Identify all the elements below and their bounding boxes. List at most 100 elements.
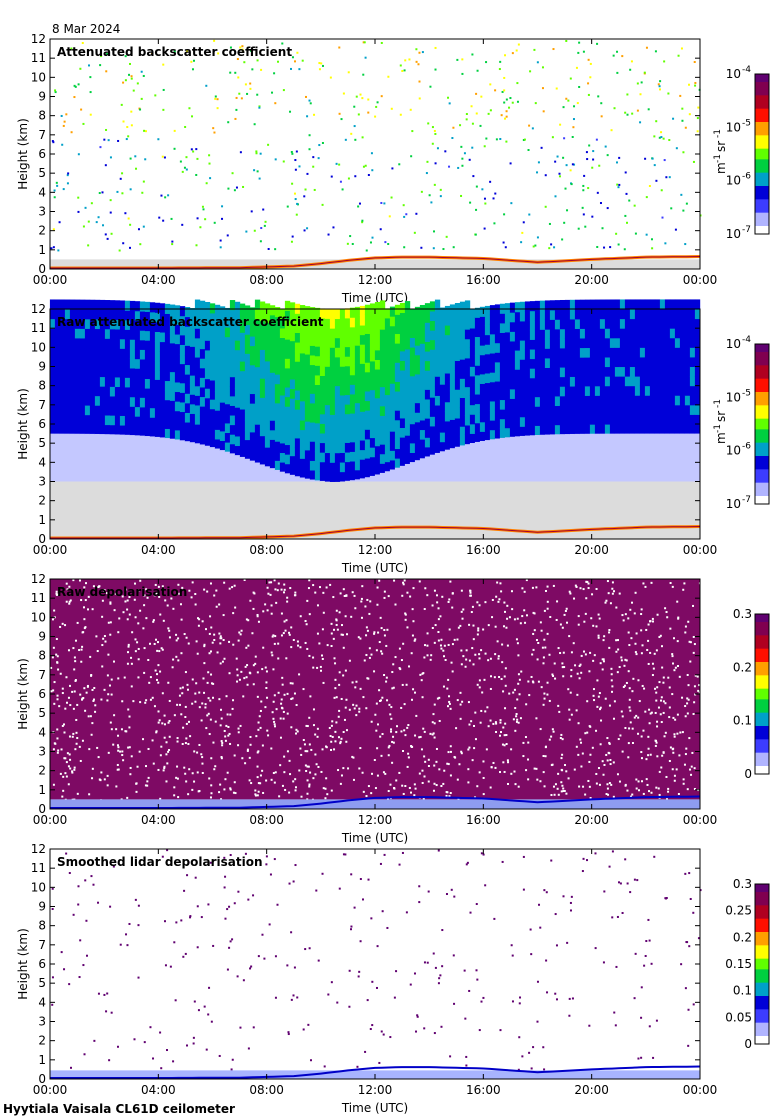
noise-speckle [220,708,223,711]
echo-cell [64,424,71,435]
noise-speckle [625,659,628,662]
echo-pixel [157,138,160,141]
echo-cell [384,327,391,338]
noise-speckle [448,700,451,703]
echo-pixel [163,156,166,159]
echo-cell [469,366,476,377]
noise-speckle [195,682,198,685]
echo-cell [89,299,96,310]
echo-cell [129,367,136,379]
noise-speckle [340,633,343,636]
echo-cell [84,338,91,349]
echo-cell [214,314,221,325]
noise-speckle [407,756,410,759]
echo-cell [204,369,211,380]
echo-pixel [541,66,544,69]
echo-cell [224,346,231,357]
noise-speckle [609,758,612,761]
echo-pixel [221,205,224,208]
echo-cell [499,409,506,420]
noise-speckle [207,697,210,700]
colorbar-cell [755,614,769,618]
echo-cell [519,397,526,408]
units-m-exp: -1 [713,154,723,163]
echo-pixel [536,236,539,239]
echo-cell [409,308,416,319]
noise-speckle [297,644,300,647]
echo-cell [269,324,276,335]
echo-cell [199,377,206,388]
echo-cell [279,423,286,434]
noise-speckle [330,622,333,625]
echo-cell [304,459,311,470]
echo-cell [549,415,556,426]
echo-cell [269,353,276,364]
echo-cell [334,347,341,358]
echo-cell [184,431,191,442]
echo-pixel [362,73,365,76]
colorbar-cell [755,640,769,644]
echo-pixel [418,97,421,100]
echo-cell [544,338,551,349]
noise-speckle [376,586,379,589]
noise-speckle [453,638,456,641]
echo-cell [519,416,526,427]
echo-cell [659,366,666,377]
echo-cell [629,414,636,425]
noise-speckle [231,707,234,710]
echo-cell [294,428,301,439]
colorbar-cell [755,352,769,356]
echo-cell [229,405,236,416]
noise-speckle [611,581,614,584]
echo-cell [74,366,81,377]
noise-speckle [516,617,519,620]
colorbar-cell [755,680,769,684]
echo-cell [559,357,566,368]
echo-cell [444,305,451,317]
noise-speckle [336,628,339,631]
echo-cell [504,408,511,419]
echo-cell [439,412,446,424]
noise-speckle [254,789,257,792]
echo-cell [159,418,166,429]
echo-pixel [245,230,248,233]
echo-cell [529,310,536,321]
noise-speckle [324,787,327,790]
noise-speckle [161,585,164,588]
echo-cell [574,338,581,349]
noise-speckle [72,707,75,710]
echo-cell [344,442,351,453]
noise-speckle [593,699,596,702]
echo-cell [339,442,346,453]
echo-pixel [415,212,418,215]
echo-cell [439,422,446,433]
colorbar-cell [755,728,769,732]
echo-cell [654,404,661,415]
echo-pixel [258,106,261,109]
echo-pixel [589,62,592,65]
echo-pixel [179,160,182,163]
noise-speckle [208,652,211,655]
noise-speckle [256,765,259,768]
echo-cell [279,308,286,319]
noise-speckle [71,690,74,693]
noise-speckle [586,700,589,703]
noise-speckle [144,701,147,704]
noise-speckle [281,676,284,679]
noise-speckle [562,787,565,790]
echo-cell [424,408,431,419]
echo-cell [584,424,591,435]
echo-pixel [388,215,391,218]
noise-speckle [249,743,252,746]
echo-cell [509,436,516,482]
noise-speckle [560,781,563,784]
noise-speckle [139,609,142,612]
noise-speckle [442,649,445,652]
echo-cell [319,404,326,415]
echo-cell [564,357,571,368]
echo-cell [94,376,101,387]
echo-pixel [537,161,540,164]
x-tick-label: 08:00 [249,543,284,557]
noise-speckle [170,597,173,600]
noise-speckle [686,788,689,791]
